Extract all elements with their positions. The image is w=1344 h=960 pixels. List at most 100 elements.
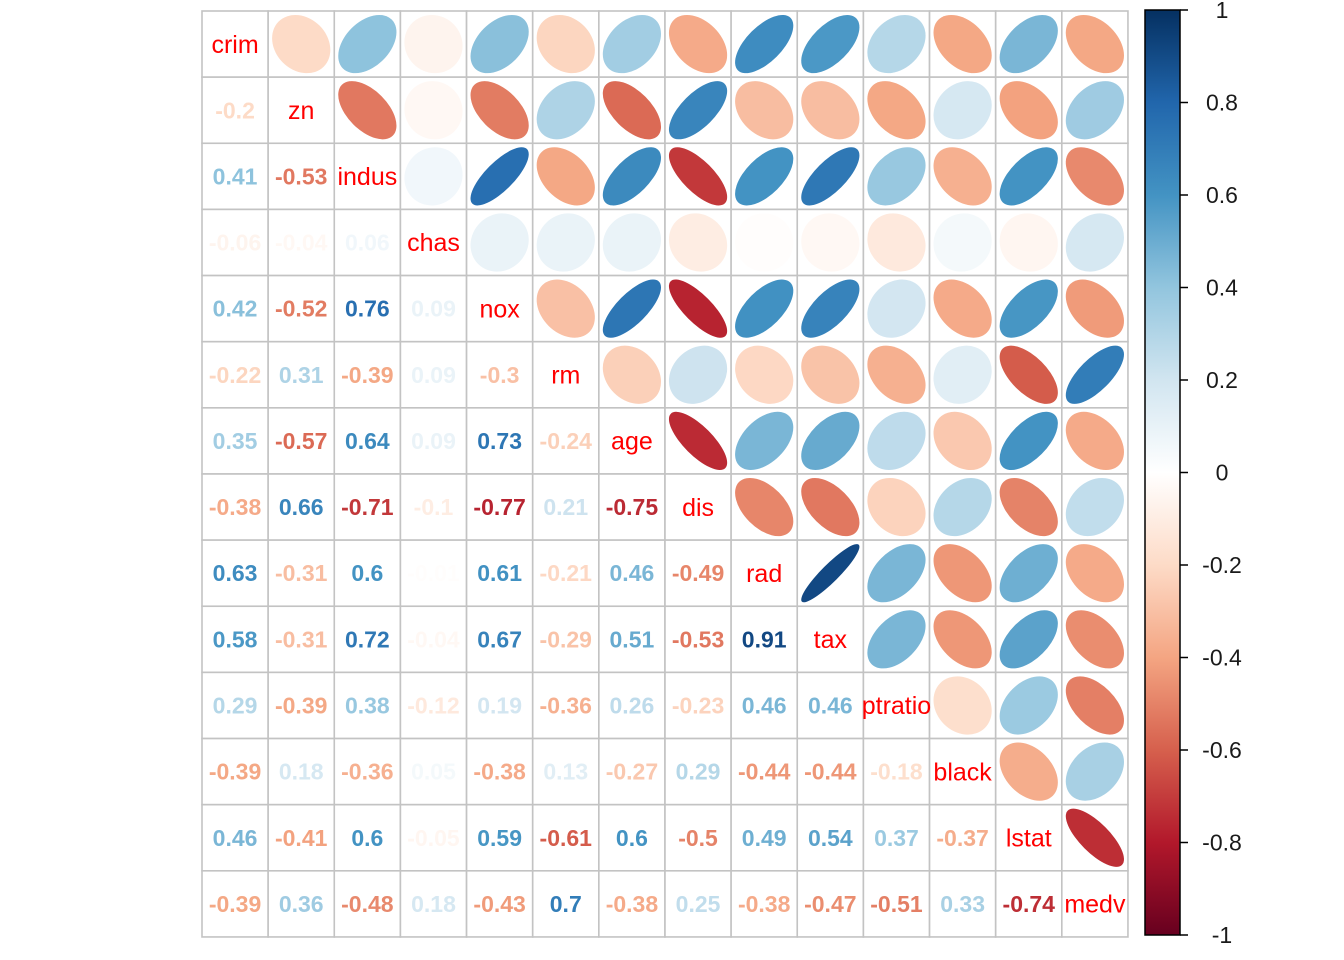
correlation-ellipse (1065, 81, 1124, 140)
correlation-ellipse (735, 14, 794, 74)
correlation-value: 0.58 (213, 626, 258, 652)
correlation-ellipse (404, 14, 463, 74)
correlation-ellipse (933, 14, 992, 74)
correlation-ellipse (999, 345, 1058, 404)
grid-cell (201, 10, 269, 78)
correlation-ellipse (1065, 742, 1124, 801)
correlation-ellipse (999, 411, 1058, 471)
correlation-ellipse (1065, 610, 1124, 669)
correlation-ellipse (602, 345, 662, 404)
correlation-value: -0.36 (341, 759, 393, 785)
correlation-value: -0.61 (540, 825, 593, 851)
correlation-ellipse (1065, 808, 1124, 867)
correlation-ellipse (470, 147, 529, 206)
colorbar-tick-label: 0.4 (1206, 275, 1238, 301)
correlation-value: 0.42 (213, 296, 258, 322)
grid-cell (465, 737, 534, 806)
correlation-value: 0.18 (411, 891, 456, 917)
correlation-value: 0.29 (213, 693, 258, 719)
correlation-value: 0.25 (676, 891, 721, 917)
correlation-value: 0.67 (477, 626, 522, 652)
variable-label: age (611, 428, 653, 456)
correlation-ellipse (999, 213, 1058, 272)
grid-cell (267, 274, 336, 343)
correlation-ellipse (602, 279, 662, 338)
variable-label: chas (407, 229, 460, 257)
correlation-ellipse (470, 213, 529, 272)
correlation-ellipse (1065, 345, 1124, 404)
correlation-ellipse (1065, 477, 1124, 537)
correlation-ellipse (536, 279, 595, 338)
correlation-value: -0.5 (678, 825, 718, 851)
correlation-ellipse (668, 279, 728, 338)
grid-cell (531, 737, 600, 806)
variable-label: ptratio (862, 692, 931, 720)
grid-cell (333, 274, 402, 343)
correlation-ellipse (602, 14, 662, 74)
correlation-value: -0.38 (606, 891, 659, 917)
grid-cell (267, 473, 336, 541)
grid-cell (201, 407, 269, 475)
correlation-ellipse (602, 147, 662, 206)
correlation-value: -0.24 (540, 428, 593, 454)
grid-cell (531, 803, 600, 872)
correlation-value: 0.36 (279, 891, 324, 917)
correlation-ellipse (933, 81, 992, 140)
colorbar-tick-label: 0.8 (1206, 90, 1238, 116)
grid-cell (399, 737, 468, 806)
grid-cell (531, 340, 600, 409)
grid-cell (333, 407, 402, 475)
correlation-ellipse (801, 477, 860, 537)
correlation-ellipse (999, 610, 1058, 669)
grid-cell (796, 605, 865, 674)
grid-cell (399, 274, 468, 343)
correlation-value: -0.29 (540, 626, 592, 652)
grid-cell (862, 803, 931, 872)
correlation-value: 0.06 (345, 230, 390, 256)
correlation-value: 0.26 (610, 693, 655, 719)
grid-cell (201, 605, 269, 674)
correlation-value: -0.37 (936, 825, 988, 851)
correlation-ellipse (668, 345, 728, 404)
correlation-ellipse (404, 81, 463, 140)
correlation-ellipse (735, 279, 794, 338)
correlation-ellipse (801, 345, 860, 404)
correlation-value: 0.37 (874, 825, 919, 851)
correlation-value: 0.6 (351, 825, 383, 851)
correlation-value: -0.57 (275, 428, 327, 454)
correlation-value: -0.77 (473, 494, 525, 520)
colorbar-tick-label: -0.2 (1202, 552, 1242, 578)
correlation-value: -0.01 (407, 560, 460, 586)
correlation-value: 0.09 (411, 296, 456, 322)
correlation-value: -0.18 (870, 759, 923, 785)
grid-cell (664, 870, 732, 938)
correlation-value: 0.7 (550, 891, 582, 917)
correlation-value: -0.39 (341, 362, 393, 388)
correlation-value: -0.74 (1003, 891, 1056, 917)
grid-cell (862, 870, 931, 938)
correlation-value: 0.59 (477, 825, 522, 851)
correlation-ellipse (933, 147, 992, 206)
correlation-value: -0.06 (209, 230, 261, 256)
correlation-ellipse (801, 411, 860, 471)
correlation-value: 0.49 (742, 825, 787, 851)
grid-cell (201, 208, 269, 277)
correlation-ellipse (338, 81, 397, 140)
correlation-ellipse (602, 213, 662, 272)
colorbar-tick-label: 1 (1216, 0, 1229, 23)
grid-cell (267, 142, 336, 211)
correlation-value: 0.21 (543, 494, 588, 520)
grid-cell (928, 737, 997, 806)
grid-cell (333, 539, 402, 608)
variable-label: black (933, 758, 992, 786)
grid-cell (730, 539, 799, 608)
variable-label: zn (288, 97, 314, 125)
correlation-value: 0.91 (742, 626, 787, 652)
correlation-ellipse (999, 676, 1058, 735)
grid-cell (333, 340, 402, 409)
grid-cell (531, 671, 600, 740)
correlation-ellipse (668, 411, 728, 471)
grid-cell (399, 671, 468, 740)
correlation-value: -0.31 (275, 560, 328, 586)
